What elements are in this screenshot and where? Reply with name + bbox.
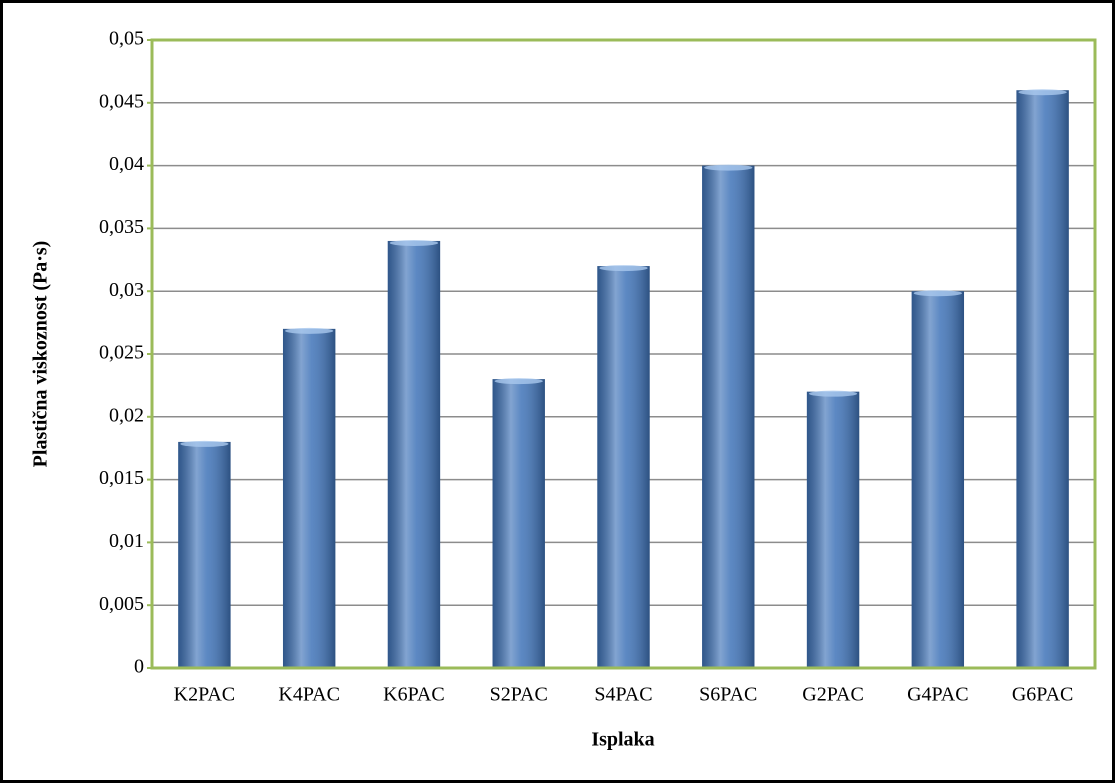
x-axis-title: Isplaka: [591, 729, 654, 751]
plot-border: [150, 38, 1097, 670]
y-tick-label: 0,025: [99, 342, 144, 364]
bar-shine: [178, 441, 231, 668]
x-tick-label: S4PAC: [594, 684, 652, 706]
y-tick-label: 0,045: [99, 90, 144, 112]
y-tick-label: 0,03: [109, 279, 144, 301]
x-tick-label: K6PAC: [383, 684, 445, 706]
bar-cap: [494, 378, 543, 385]
x-tick-label: S2PAC: [490, 684, 548, 706]
bar-cap: [913, 290, 963, 297]
bar-shine: [702, 165, 755, 668]
bar-shine: [387, 240, 441, 668]
x-tick-label: S6PAC: [699, 684, 757, 706]
bar-shine: [1016, 90, 1069, 669]
y-tick-label: 0,005: [99, 593, 144, 615]
bar-cap: [599, 265, 648, 272]
y-tick-label: 0,015: [99, 467, 144, 489]
x-tick-label: K2PAC: [174, 684, 236, 706]
bar-shine: [911, 291, 965, 668]
y-axis-title: Plastična viskoznost (Pa·s): [30, 241, 52, 468]
y-tick-label: 0,04: [109, 153, 144, 175]
bar-cap: [180, 440, 229, 447]
bar-shine: [597, 266, 650, 668]
bar-cap: [704, 164, 753, 171]
x-tick-label: G2PAC: [802, 684, 864, 706]
bar-shine: [806, 391, 860, 668]
bar-cap: [1018, 89, 1067, 96]
bar-cap: [389, 239, 439, 246]
x-tick-label: G6PAC: [1012, 684, 1074, 706]
y-tick-label: 0,035: [99, 216, 144, 238]
x-tick-label: K4PAC: [278, 684, 340, 706]
y-tick-label: 0,05: [109, 28, 144, 50]
x-tick-label: G4PAC: [907, 684, 969, 706]
bar-cap: [808, 390, 858, 397]
bar-shine: [492, 379, 545, 668]
y-tick-label: 0,01: [109, 530, 144, 552]
y-tick-label: 0: [134, 656, 144, 678]
bar-cap: [284, 327, 334, 334]
bar-shine: [282, 328, 336, 668]
y-tick-label: 0,02: [109, 404, 144, 426]
bars: [178, 89, 1069, 669]
